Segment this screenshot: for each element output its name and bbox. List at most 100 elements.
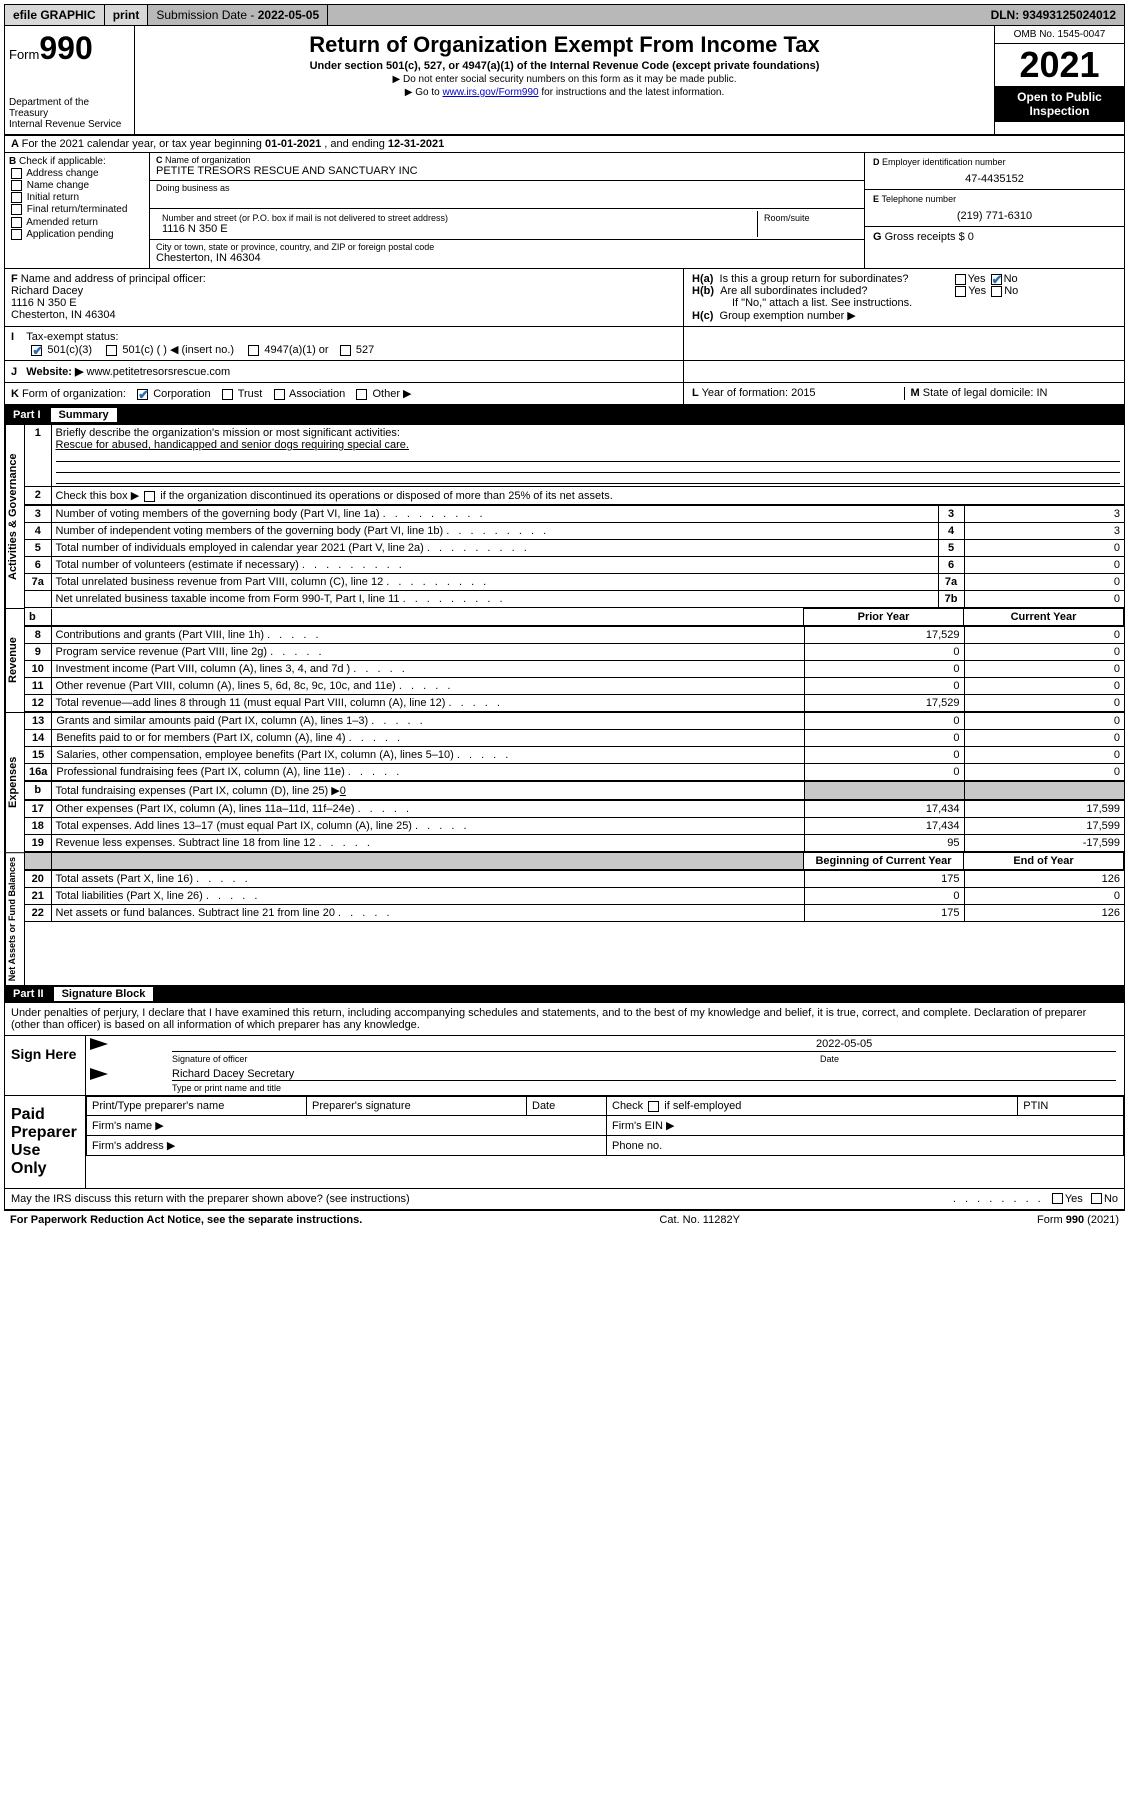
ha-label: Is this a group return for subordinates? [720, 273, 950, 285]
chk-trust[interactable] [222, 389, 233, 400]
ein-value: 47-4435152 [873, 167, 1116, 185]
website-value: www.petitetresorsrescue.com [87, 366, 231, 378]
row-k: K Form of organization: Corporation Trus… [5, 383, 684, 404]
h-note: If "No," attach a list. See instructions… [692, 297, 1116, 309]
ha-yes[interactable] [955, 274, 966, 285]
signer-name: Richard Dacey Secretary [172, 1068, 1116, 1081]
ptin: PTIN [1018, 1097, 1124, 1116]
sign-here-label: Sign Here [5, 1036, 85, 1095]
arrow-icon [90, 1068, 108, 1080]
pt-sig: Preparer's signature [307, 1097, 527, 1116]
part1-bar: Part I Summary [5, 406, 1124, 424]
top-bar: efile GRAPHIC print Submission Date - 20… [4, 4, 1125, 26]
head-end: End of Year [964, 853, 1124, 870]
website-label: Website: ▶ [26, 366, 83, 378]
chk-4947[interactable] [248, 345, 259, 356]
side-activities: Activities & Governance [5, 424, 25, 608]
form-header: Form990 Department of the Treasury Inter… [5, 26, 1124, 136]
chk-501c3[interactable] [31, 345, 42, 356]
table-row: 18Total expenses. Add lines 13–17 (must … [25, 818, 1124, 835]
chk-final[interactable]: Final return/terminated [9, 204, 145, 215]
omb: OMB No. 1545-0047 [995, 26, 1124, 44]
city-value: Chesterton, IN 46304 [156, 252, 858, 264]
chk-501c[interactable] [106, 345, 117, 356]
may-no[interactable] [1091, 1193, 1102, 1204]
chk-name[interactable]: Name change [9, 180, 145, 191]
hb-label: Are all subordinates included? [720, 285, 950, 297]
head-prior: Prior Year [804, 609, 964, 626]
efile-btn[interactable]: efile GRAPHIC [5, 5, 105, 25]
table-row: 3Number of voting members of the governi… [25, 506, 1124, 523]
note-ssn: ▶ Do not enter social security numbers o… [141, 74, 988, 85]
q1: Briefly describe the organization's miss… [56, 427, 400, 439]
chk-pending[interactable]: Application pending [9, 229, 145, 240]
arrow-icon [90, 1038, 108, 1050]
k-label: Form of organization: [22, 388, 126, 400]
table-row: 17Other expenses (Part IX, column (A), l… [25, 801, 1124, 818]
table-row: 6Total number of volunteers (estimate if… [25, 557, 1124, 574]
pt-self: Check if self-employed [607, 1097, 1018, 1116]
note-link: ▶ Go to www.irs.gov/Form990 for instruct… [141, 87, 988, 98]
table-row: 10Investment income (Part VIII, column (… [25, 661, 1124, 678]
chk-assoc[interactable] [274, 389, 285, 400]
hc-label: Group exemption number ▶ [720, 310, 856, 322]
c-name-label: Name of organization [165, 155, 251, 165]
expense-rows: 13Grants and similar amounts paid (Part … [25, 712, 1124, 781]
summary-table-gov: 1 Briefly describe the organization's mi… [25, 424, 1124, 505]
ha-no[interactable] [991, 274, 1002, 285]
footer-left: For Paperwork Reduction Act Notice, see … [10, 1214, 362, 1226]
sign-here-row: Sign Here 2022-05-05 Signature of office… [5, 1035, 1124, 1095]
dba-label: Doing business as [156, 183, 858, 193]
row-h: H(a) Is this a group return for subordin… [684, 269, 1124, 326]
chk-corp[interactable] [137, 389, 148, 400]
hb-yes[interactable] [955, 286, 966, 297]
tax-year: 2021 [995, 44, 1124, 86]
chk-self[interactable] [648, 1101, 659, 1112]
table-row: 20Total assets (Part X, line 16) . . . .… [25, 871, 1124, 888]
room-label: Room/suite [764, 213, 852, 223]
col-c: C Name of organization PETITE TRESORS RE… [150, 153, 864, 268]
pt-name: Print/Type preparer's name [87, 1097, 307, 1116]
footer-mid: Cat. No. 11282Y [659, 1214, 740, 1226]
hb-no[interactable] [991, 286, 1002, 297]
may-discuss: May the IRS discuss this return with the… [5, 1188, 1124, 1209]
gross-label: Gross receipts $ [885, 231, 965, 243]
chk-address[interactable]: Address change [9, 168, 145, 179]
chk-527[interactable] [340, 345, 351, 356]
row-a: A For the 2021 calendar year, or tax yea… [5, 136, 1124, 153]
may-yes[interactable] [1052, 1193, 1063, 1204]
b-head: Check if applicable: [19, 156, 106, 167]
row-j: J Website: ▶ www.petitetresorsrescue.com [5, 361, 684, 382]
table-row: 8Contributions and grants (Part VIII, li… [25, 627, 1124, 644]
chk-other[interactable] [356, 389, 367, 400]
netassets-rows: 20Total assets (Part X, line 16) . . . .… [25, 870, 1124, 922]
i-label: Tax-exempt status: [26, 331, 118, 343]
row-f: F Name and address of principal officer:… [5, 269, 684, 326]
row-l: L Year of formation: 2015 [692, 387, 905, 400]
side-expenses: Expenses [5, 712, 25, 852]
paid-prep-label: Paid Preparer Use Only [5, 1096, 85, 1188]
table-row: 16aProfessional fundraising fees (Part I… [25, 764, 1124, 781]
phone-label: Telephone number [882, 194, 957, 204]
table-row: 22Net assets or fund balances. Subtract … [25, 905, 1124, 922]
q2: Check this box ▶ if the organization dis… [56, 490, 613, 502]
col-d: D Employer identification number 47-4435… [864, 153, 1124, 268]
head-curr: Current Year [964, 609, 1124, 626]
form-label: Form990 [9, 30, 130, 67]
gov-rows: 3Number of voting members of the governi… [25, 505, 1124, 608]
firm-addr: Firm's address ▶ [87, 1136, 607, 1156]
firm-ein: Firm's EIN ▶ [607, 1116, 1124, 1136]
head-beg: Beginning of Current Year [804, 853, 964, 870]
chk-initial[interactable]: Initial return [9, 192, 145, 203]
table-row: Net unrelated business taxable income fr… [25, 591, 1124, 608]
row-i: I Tax-exempt status: 501(c)(3) 501(c) ( … [5, 327, 684, 360]
footer-right: Form 990 (2021) [1037, 1214, 1119, 1226]
print-btn[interactable]: print [105, 5, 149, 25]
side-netassets: Net Assets or Fund Balances [5, 852, 25, 985]
irs-label: Internal Revenue Service [9, 119, 130, 130]
chk-amended[interactable]: Amended return [9, 217, 145, 228]
table-row: 14Benefits paid to or for members (Part … [25, 730, 1124, 747]
irs-link[interactable]: www.irs.gov/Form990 [442, 87, 538, 98]
chk-discontinued[interactable] [144, 491, 155, 502]
ein-label: Employer identification number [882, 157, 1006, 167]
